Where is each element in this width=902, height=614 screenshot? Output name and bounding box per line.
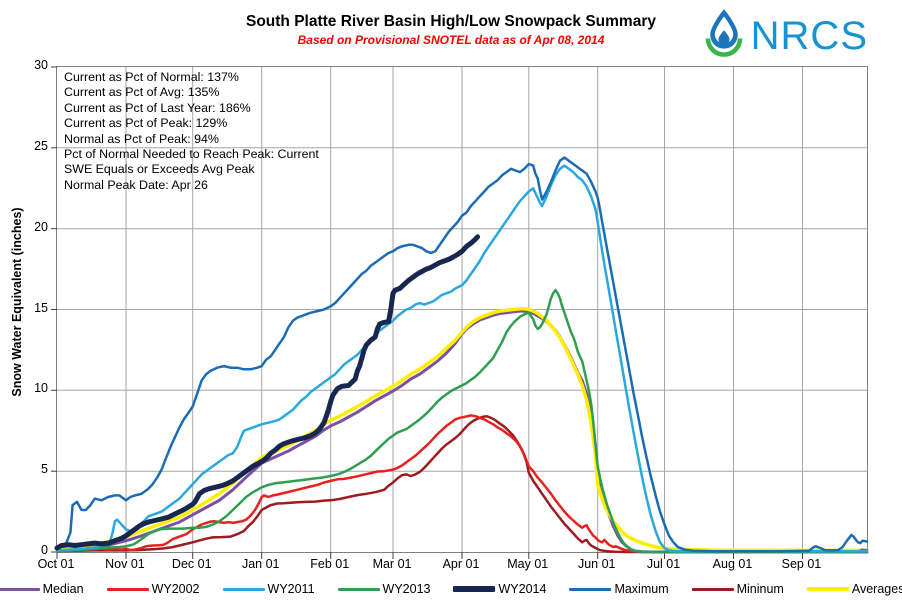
legend-item-WY2013: WY2013 bbox=[337, 582, 431, 596]
legend-item-Maximum: Maximum bbox=[569, 582, 669, 596]
legend-label: Averages bbox=[851, 582, 902, 596]
legend-swatch-Mininum bbox=[691, 587, 734, 591]
x-tick-label: Sep 01 bbox=[781, 557, 822, 571]
annotation-block: Current as Pct of Normal: 137% Current a… bbox=[64, 70, 319, 193]
x-tick-label: Jul 01 bbox=[646, 557, 681, 571]
legend-item-Mininum: Mininum bbox=[691, 582, 784, 596]
nrcs-wordmark: NRCS bbox=[750, 13, 868, 58]
x-tick-label: Mar 01 bbox=[372, 557, 412, 571]
legend-swatch-WY2013 bbox=[337, 587, 380, 591]
annotation-line: Normal as Pct of Peak: 94% bbox=[64, 131, 219, 146]
page-subtitle: Based on Provisional SNOTEL data as of A… bbox=[297, 33, 605, 47]
legend-swatch-WY2002 bbox=[106, 587, 149, 591]
annotation-line: SWE Equals or Exceeds Avg Peak bbox=[64, 162, 255, 177]
legend: Median WY2002 WY2011 WY2013 WY2014 Maximum Min… bbox=[0, 582, 902, 596]
series-Maximum-line bbox=[55, 156, 869, 553]
series-WY2013-line bbox=[55, 288, 869, 554]
water-drop-icon bbox=[701, 8, 747, 63]
legend-swatch-WY2014 bbox=[453, 586, 496, 592]
x-tick-label: Jan 01 bbox=[241, 557, 280, 571]
x-tick-label: Aug 01 bbox=[712, 557, 753, 571]
y-tick-label: 25 bbox=[34, 138, 48, 153]
annotation-line: Current as Pct of Peak: 129% bbox=[64, 116, 228, 131]
legend-swatch-WY2011 bbox=[222, 587, 265, 591]
x-tick-label: Feb 01 bbox=[310, 557, 350, 571]
legend-item-Averages: Averages bbox=[806, 582, 902, 596]
series-WY2014-line bbox=[54, 234, 481, 551]
annotation-line: Pct of Normal Needed to Reach Peak: Curr… bbox=[64, 147, 319, 162]
legend-label: Mininum bbox=[736, 582, 784, 596]
x-tick-label: Nov 01 bbox=[105, 557, 145, 571]
x-tick-label: Oct 01 bbox=[37, 557, 75, 571]
plot-area: Current as Pct of Normal: 137% Current a… bbox=[51, 66, 869, 559]
legend-label: Median bbox=[42, 582, 84, 596]
x-tick-label: May 01 bbox=[507, 557, 549, 571]
annotation-line: Current as Pct of Avg: 135% bbox=[64, 85, 220, 100]
legend-swatch-Median bbox=[0, 587, 40, 591]
page-title: South Platte River Basin High/Low Snowpa… bbox=[246, 13, 656, 30]
legend-label: Maximum bbox=[614, 582, 669, 596]
y-tick-label: 30 bbox=[34, 58, 48, 72]
x-tick-label: Dec 01 bbox=[171, 557, 212, 571]
drop-core-shape bbox=[718, 30, 730, 45]
legend-label: WY2011 bbox=[267, 582, 315, 596]
legend-item-WY2002: WY2002 bbox=[106, 582, 200, 596]
y-tick-label: 10 bbox=[34, 381, 48, 396]
legend-item-WY2011: WY2011 bbox=[222, 582, 315, 596]
y-tick-label: 15 bbox=[34, 300, 48, 315]
legend-label: WY2014 bbox=[498, 582, 547, 596]
y-tick-label: 0 bbox=[41, 543, 48, 557]
x-tick-label: Jun 01 bbox=[577, 557, 616, 571]
legend-swatch-Averages bbox=[806, 587, 849, 591]
annotation-line: Normal Peak Date: Apr 26 bbox=[64, 177, 208, 192]
green-arc-shape bbox=[705, 38, 743, 57]
series-Mininum-line bbox=[55, 414, 869, 554]
legend-label: WY2002 bbox=[151, 582, 200, 596]
x-tick-label: Apr 01 bbox=[442, 557, 480, 571]
annotation-line: Current as Pct of Last Year: 186% bbox=[64, 100, 251, 115]
legend-item-Median: Median bbox=[0, 582, 84, 596]
legend-label: WY2013 bbox=[382, 582, 431, 596]
legend-item-WY2014: WY2014 bbox=[453, 582, 546, 596]
y-tick-label: 20 bbox=[34, 219, 48, 234]
chart-lines-svg bbox=[51, 66, 869, 559]
series-WY2002-line bbox=[55, 414, 869, 554]
annotation-line: Current as Pct of Normal: 137% bbox=[64, 70, 239, 84]
y-tick-label: 5 bbox=[41, 462, 48, 477]
legend-swatch-Maximum bbox=[569, 587, 612, 591]
